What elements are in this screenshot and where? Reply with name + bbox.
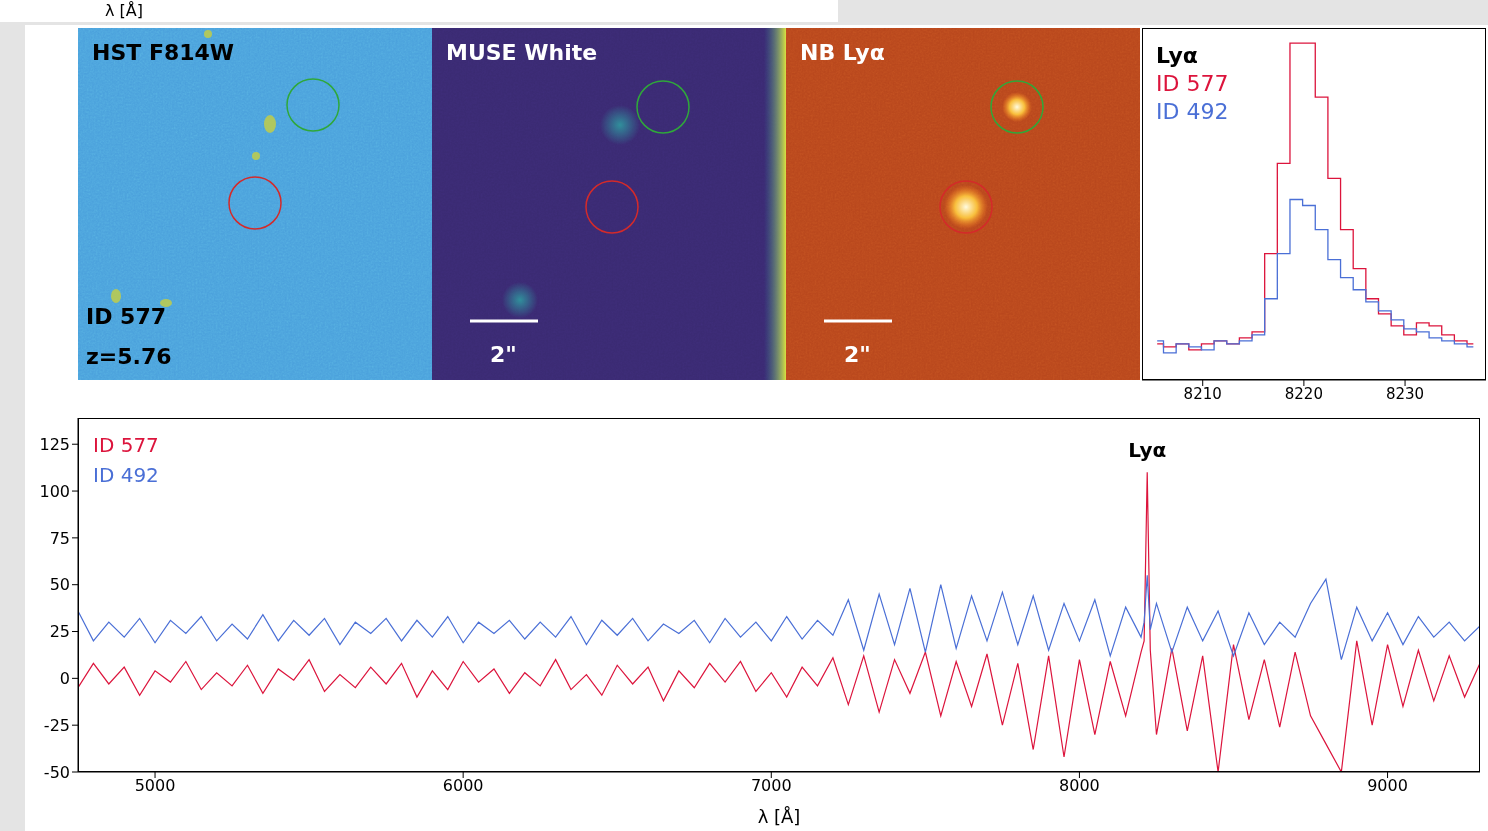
svg-text:HST F814W: HST F814W <box>92 40 234 65</box>
svg-text:MUSE White: MUSE White <box>446 40 597 65</box>
svg-text:8210: 8210 <box>1184 385 1222 403</box>
html-text:ID 577: ID 577 <box>93 433 159 457</box>
svg-text:5000: 5000 <box>135 776 176 795</box>
svg-text:25: 25 <box>50 622 70 641</box>
svg-text:Lyα: Lyα <box>1128 438 1166 462</box>
svg-text:ID 577: ID 577 <box>86 304 166 329</box>
svg-text:7000: 7000 <box>751 776 792 795</box>
html-text:ID 492: ID 492 <box>1156 99 1229 124</box>
html-text:ID 492: ID 492 <box>93 463 159 487</box>
html-text:Lyα: Lyα <box>1156 43 1198 68</box>
svg-text:50: 50 <box>50 575 70 594</box>
svg-text:NB Lyα: NB Lyα <box>800 40 885 65</box>
svg-text:-25: -25 <box>44 716 70 735</box>
svg-text:2": 2" <box>490 342 517 367</box>
svg-text:z=5.76: z=5.76 <box>86 344 172 369</box>
svg-text:8230: 8230 <box>1386 385 1424 403</box>
svg-text:8220: 8220 <box>1285 385 1323 403</box>
svg-text:2": 2" <box>844 342 871 367</box>
svg-text:8000: 8000 <box>1059 776 1100 795</box>
html-text:λ [Å]: λ [Å] <box>105 1 143 20</box>
svg-text:9000: 9000 <box>1367 776 1408 795</box>
svg-text:λ [Å]: λ [Å] <box>758 806 801 827</box>
svg-text:125: 125 <box>39 435 70 454</box>
svg-text:100: 100 <box>39 482 70 501</box>
svg-text:6000: 6000 <box>443 776 484 795</box>
html-text:ID 577: ID 577 <box>1156 71 1229 96</box>
svg-text:-50: -50 <box>44 763 70 782</box>
svg-text:75: 75 <box>50 529 70 548</box>
svg-text:0: 0 <box>60 669 70 688</box>
